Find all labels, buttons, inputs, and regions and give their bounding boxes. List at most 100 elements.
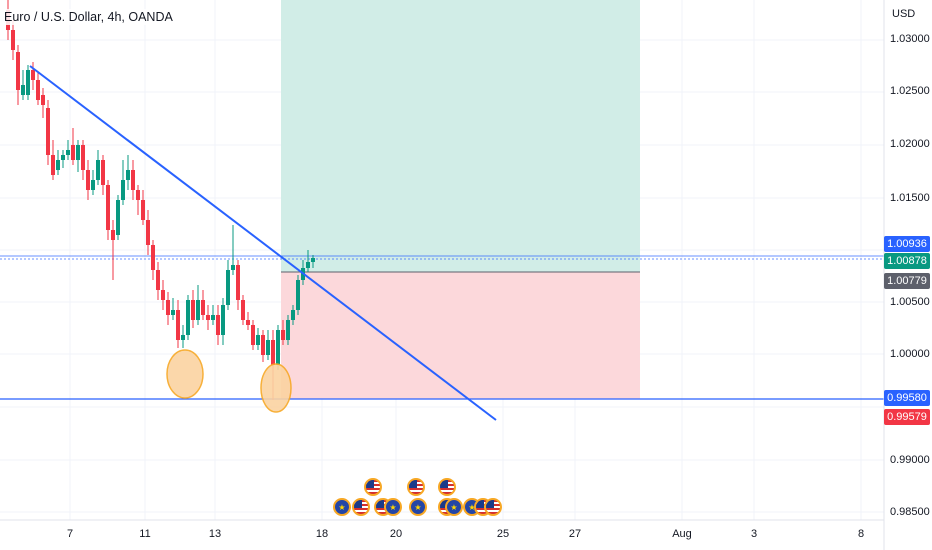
x-tick-1: 7 xyxy=(66,528,74,540)
candle-body xyxy=(281,330,285,340)
candle-body xyxy=(311,258,315,262)
candle-body xyxy=(261,335,265,355)
eu-flag-icon[interactable]: ★ xyxy=(384,498,402,516)
candle-body xyxy=(96,160,100,180)
candle-body xyxy=(26,70,30,95)
candle-body xyxy=(71,145,75,160)
candle-body xyxy=(31,70,35,80)
x-tick-9: 3 xyxy=(750,528,758,540)
us-flag-icon[interactable] xyxy=(484,498,502,516)
candle-body xyxy=(291,310,295,320)
candle-body xyxy=(231,265,235,270)
candle-body xyxy=(136,190,140,200)
candle-body xyxy=(41,95,45,105)
candle-body xyxy=(181,335,185,340)
x-tick-7: 27 xyxy=(568,528,582,540)
candle-body xyxy=(106,185,110,230)
eu-flag-icon[interactable]: ★ xyxy=(333,498,351,516)
price-tag-current: 1.00936 xyxy=(884,236,930,252)
y-tick-2: 1.02500 xyxy=(890,85,930,97)
candle-body xyxy=(36,80,40,100)
price-tag-stop: 0.99579 xyxy=(884,409,930,425)
y-tick-7: 0.99000 xyxy=(890,454,930,466)
candle-body xyxy=(256,335,260,345)
profit-zone[interactable] xyxy=(281,0,640,272)
candle-body xyxy=(61,155,65,160)
y-tick-1: 1.03000 xyxy=(890,33,930,45)
candle-body xyxy=(206,315,210,320)
price-tag-entry-green: 1.00878 xyxy=(884,253,930,269)
candle-body xyxy=(211,315,215,320)
candle-body xyxy=(171,310,175,315)
candle-body xyxy=(191,300,195,320)
candle-body xyxy=(46,108,50,155)
us-flag-icon[interactable] xyxy=(407,478,425,496)
candle-body xyxy=(101,160,105,185)
candle-body xyxy=(121,180,125,200)
candle-body xyxy=(131,170,135,190)
candle-body xyxy=(56,160,60,170)
x-tick-6: 25 xyxy=(496,528,510,540)
candle-body xyxy=(226,270,230,305)
price-tag-entry-grey: 1.00779 xyxy=(884,273,930,289)
candle-body xyxy=(21,85,25,95)
us-flag-icon[interactable] xyxy=(438,478,456,496)
candle-body xyxy=(176,310,180,340)
candle-body xyxy=(166,300,170,315)
candle-body xyxy=(306,262,310,268)
candle-body xyxy=(271,340,275,365)
x-tick-3: 13 xyxy=(208,528,222,540)
candle-body xyxy=(196,300,200,320)
candle-body xyxy=(266,340,270,355)
y-tick-4: 1.01500 xyxy=(890,192,930,204)
candlestick-series xyxy=(6,0,315,400)
candle-body xyxy=(186,300,190,335)
candle-body xyxy=(16,52,20,90)
candle-body xyxy=(251,325,255,345)
symbol-title[interactable]: Euro / U.S. Dollar, 4h, OANDA xyxy=(2,9,175,25)
candle-body xyxy=(126,170,130,180)
y-tick-6: 1.00000 xyxy=(890,348,930,360)
candle-body xyxy=(151,245,155,270)
price-tag-support: 0.99580 xyxy=(884,390,930,406)
candle-body xyxy=(236,265,240,300)
candle-body xyxy=(286,320,290,340)
eu-flag-icon[interactable]: ★ xyxy=(445,498,463,516)
candle-body xyxy=(156,270,160,290)
candle-body xyxy=(86,170,90,190)
x-tick-8: Aug xyxy=(672,528,692,540)
candle-body xyxy=(296,280,300,310)
candle-body xyxy=(11,30,15,50)
candle-body xyxy=(146,220,150,245)
candle-body xyxy=(201,300,205,315)
candle-body xyxy=(81,145,85,170)
candle-body xyxy=(241,300,245,320)
y-tick-8: 0.98500 xyxy=(890,506,930,518)
trendline[interactable] xyxy=(29,65,497,421)
candle-body xyxy=(111,230,115,240)
candle-body xyxy=(246,320,250,325)
candle-body xyxy=(276,330,280,365)
candle-body xyxy=(216,315,220,335)
candle-body xyxy=(141,200,145,220)
x-tick-10: 8 xyxy=(857,528,865,540)
x-tick-2: 11 xyxy=(139,528,151,540)
candle-body xyxy=(221,305,225,335)
candle-body xyxy=(66,150,70,155)
us-flag-icon[interactable] xyxy=(352,498,370,516)
currency-label: USD xyxy=(892,8,916,20)
x-tick-5: 20 xyxy=(389,528,403,540)
eu-flag-icon[interactable]: ★ xyxy=(409,498,427,516)
loss-zone[interactable] xyxy=(281,272,640,399)
y-tick-3: 1.02000 xyxy=(890,138,930,150)
candle-body xyxy=(76,145,80,160)
support-highlight-2[interactable] xyxy=(260,363,292,413)
support-highlight-1[interactable] xyxy=(166,349,204,399)
candle-body xyxy=(161,290,165,300)
x-tick-4: 18 xyxy=(315,528,329,540)
y-tick-5: 1.00500 xyxy=(890,296,930,308)
us-flag-icon[interactable] xyxy=(364,478,382,496)
candle-body xyxy=(116,200,120,235)
